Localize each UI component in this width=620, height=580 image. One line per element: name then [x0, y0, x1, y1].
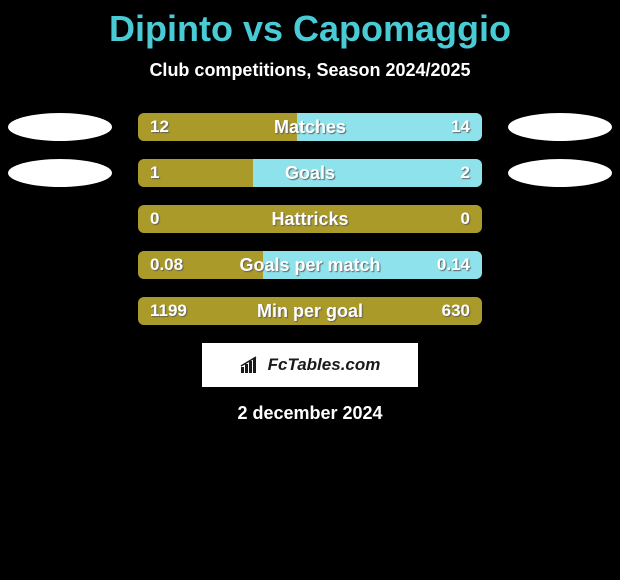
- stat-label: Matches: [0, 113, 620, 141]
- page-title: Dipinto vs Capomaggio: [0, 0, 620, 50]
- comparison-row: Min per goal1199 630: [0, 297, 620, 325]
- stat-value-left: 1: [150, 159, 159, 187]
- stat-value-left: 0.08: [150, 251, 183, 279]
- stat-label: Goals: [0, 159, 620, 187]
- attribution-box: FcTables.com: [202, 343, 418, 387]
- stat-label: Hattricks: [0, 205, 620, 233]
- stat-value-right: 14: [451, 113, 470, 141]
- stat-value-right: 0: [461, 205, 470, 233]
- stat-value-right: 2: [461, 159, 470, 187]
- stat-value-left: 1199: [150, 297, 187, 325]
- stat-value-left: 0: [150, 205, 159, 233]
- attribution-text: FcTables.com: [268, 355, 381, 375]
- comparison-row: Matches12 14: [0, 113, 620, 141]
- stat-label: Goals per match: [0, 251, 620, 279]
- comparison-row: Hattricks0 0: [0, 205, 620, 233]
- comparison-row: Goals per match0.08 0.14: [0, 251, 620, 279]
- stat-value-right: 630: [442, 297, 470, 325]
- stat-value-right: 0.14: [437, 251, 470, 279]
- stat-label: Min per goal: [0, 297, 620, 325]
- comparison-rows: Matches1214Goals12Hattricks00Goals per m…: [0, 113, 620, 325]
- stat-value-left: 12: [150, 113, 169, 141]
- subtitle: Club competitions, Season 2024/2025: [0, 60, 620, 81]
- date-text: 2 december 2024: [0, 403, 620, 424]
- comparison-row: Goals1 2: [0, 159, 620, 187]
- chart-icon: [240, 356, 262, 374]
